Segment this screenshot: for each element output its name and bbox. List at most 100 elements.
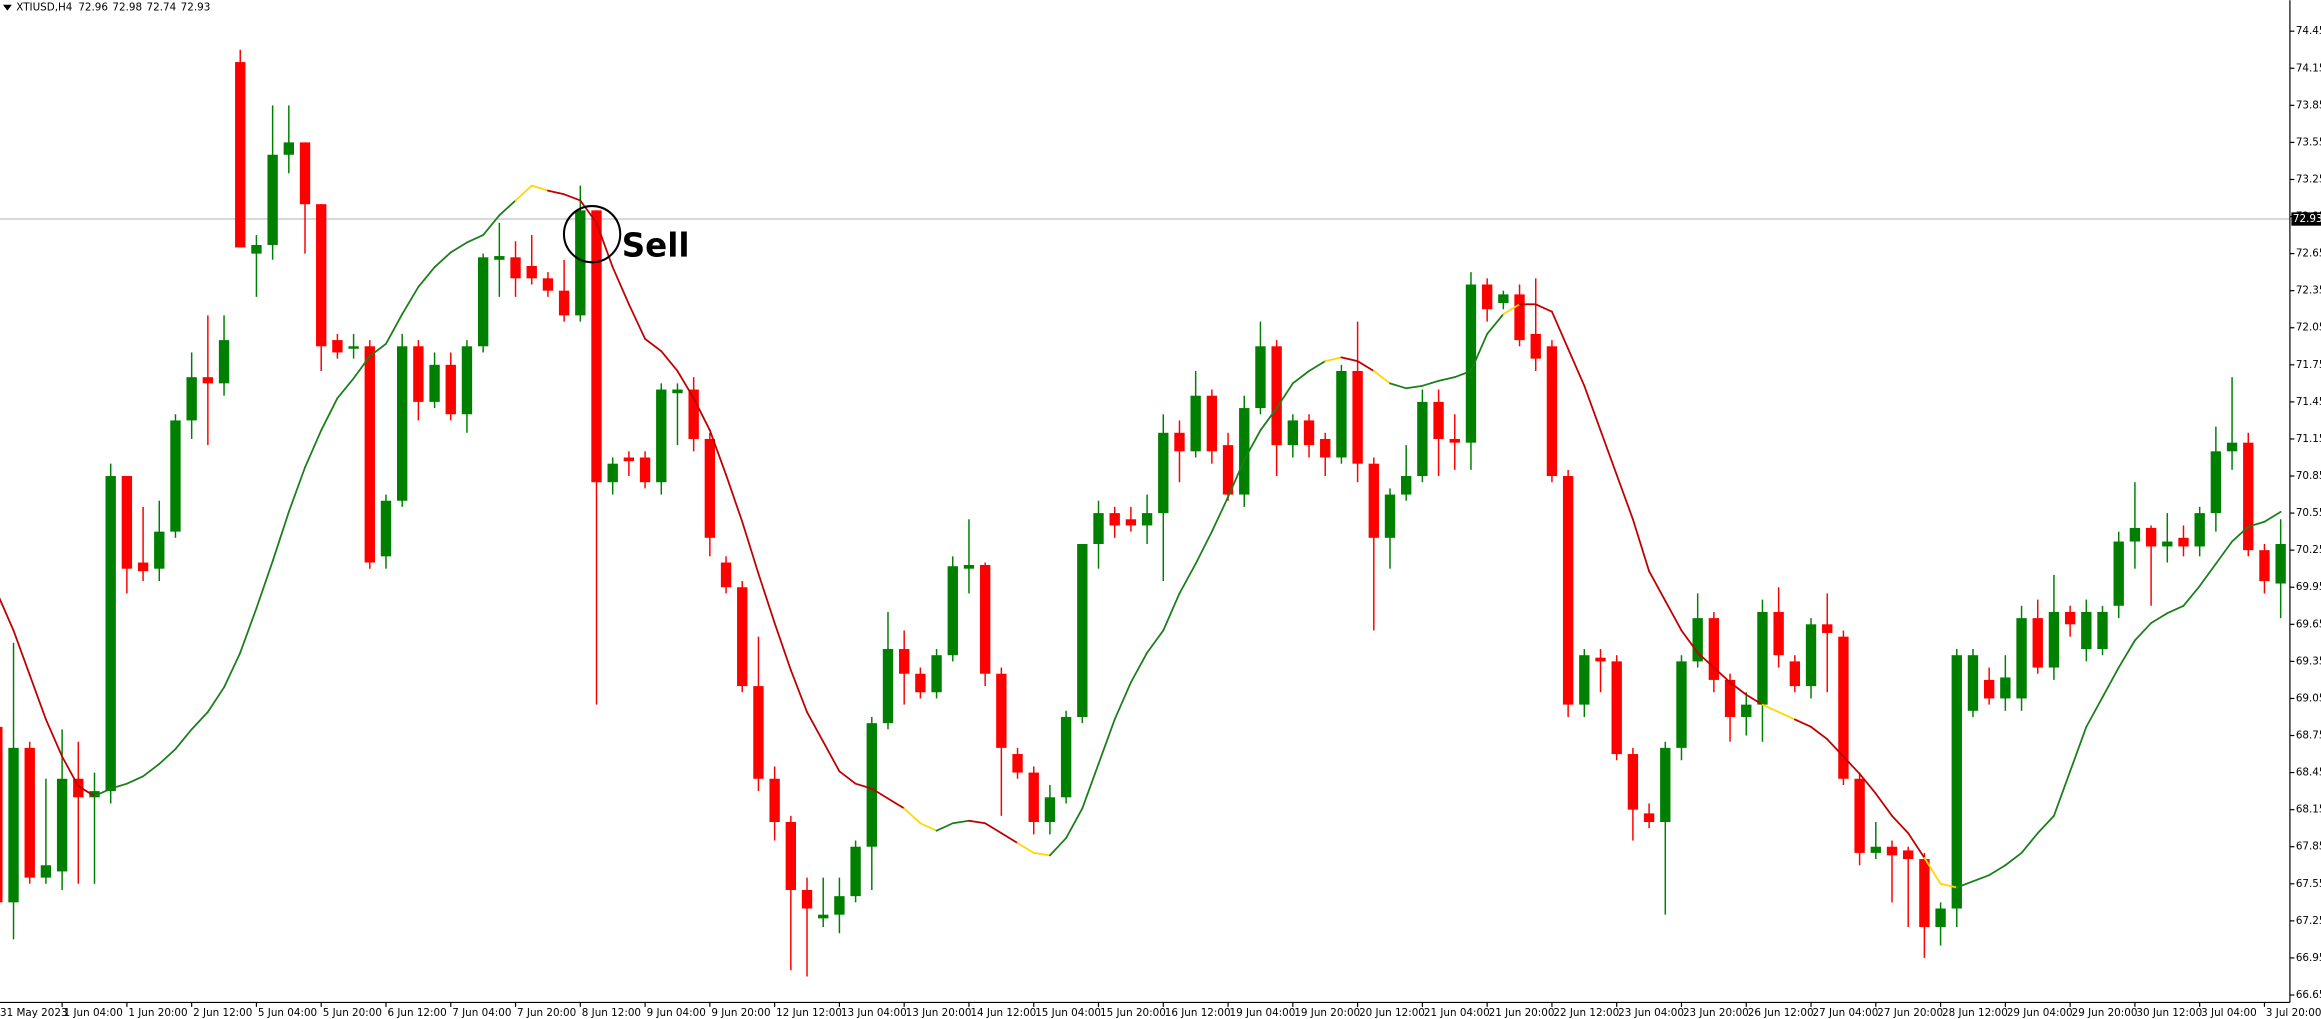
indicator-segment — [1032, 852, 1051, 857]
indicator-segment — [822, 740, 841, 773]
x-tick-label: 28 Jun 12:00 — [1942, 1007, 2008, 1019]
candle-body — [1417, 401, 1428, 477]
y-tick-label: 74.15 — [2296, 62, 2321, 74]
candle-body — [105, 476, 116, 792]
indicator-segment — [1891, 814, 1910, 835]
header-value: 72.74 — [147, 2, 177, 14]
indicator-segment — [1421, 379, 1440, 387]
candle-body — [1141, 513, 1153, 526]
candle-body — [575, 210, 586, 316]
indicator-segment — [1113, 681, 1132, 721]
candle-body — [1805, 624, 1817, 687]
candle-body — [2194, 513, 2205, 547]
plot-area — [0, 49, 2290, 977]
candle-body — [1093, 513, 1104, 544]
indicator-segment — [1210, 496, 1229, 533]
x-tick-label: 27 Jun 20:00 — [1877, 1007, 1943, 1019]
candle-body — [1012, 754, 1023, 773]
indicator-segment — [1534, 303, 1553, 313]
indicator-segment — [1486, 313, 1505, 335]
menu-triangle[interactable] — [2, 4, 12, 11]
candle-body — [2226, 442, 2238, 452]
indicator-segment — [1923, 856, 1942, 885]
x-tick-label: 1 Jun 04:00 — [64, 1007, 123, 1019]
x-tick-label: 8 Jun 12:00 — [582, 1007, 641, 1019]
candle-body — [1352, 370, 1363, 464]
candle-body — [56, 778, 68, 872]
indicator-segment — [2069, 725, 2088, 773]
indicator-segment — [1777, 711, 1796, 721]
candle-body — [542, 278, 554, 291]
indicator-segment — [2150, 612, 2169, 624]
candle-body — [267, 154, 278, 245]
candle-body — [1498, 294, 1509, 304]
x-tick-label: 20 Jun 12:00 — [1359, 1007, 1425, 1019]
candle-body — [2097, 611, 2108, 650]
indicator-segment — [1955, 880, 1974, 889]
y-tick-label: 68.45 — [2296, 767, 2321, 779]
indicator-segment — [741, 520, 760, 575]
x-tick-label: 19 Jun 20:00 — [1294, 1007, 1360, 1019]
candle-body — [235, 62, 246, 248]
indicator-segment — [644, 337, 663, 353]
candle-body — [1465, 284, 1477, 443]
indicator-segment — [708, 429, 727, 476]
candle-body — [1757, 611, 1768, 705]
x-tick-label: 9 Jun 20:00 — [711, 1007, 770, 1019]
candle-body — [785, 822, 797, 890]
candle-body — [1044, 797, 1056, 823]
candle-body — [1579, 655, 1590, 705]
indicator-segment — [1648, 570, 1667, 602]
candle-body — [834, 896, 845, 915]
x-tick-label: 5 Jun 20:00 — [323, 1007, 382, 1019]
indicator-segment — [401, 286, 420, 316]
indicator-segment — [1130, 651, 1148, 684]
candle-body — [2210, 451, 2222, 514]
candle-body — [899, 649, 910, 674]
indicator-segment — [498, 199, 517, 217]
indicator-segment — [1146, 629, 1165, 654]
y-tick-label: 72.35 — [2296, 285, 2321, 297]
candle-body — [1060, 716, 1072, 798]
candle-body — [510, 257, 521, 279]
indicator-segment — [45, 718, 63, 758]
candle-body — [1562, 476, 1574, 705]
candle-body — [979, 564, 991, 674]
indicator-segment — [789, 669, 808, 713]
indicator-segment — [628, 303, 646, 340]
indicator-segment — [1826, 738, 1845, 758]
candle-body — [413, 346, 424, 402]
candle-body — [2243, 442, 2254, 551]
x-tick-label: 29 Jun 20:00 — [2072, 1007, 2138, 1019]
y-tick-label: 73.85 — [2296, 99, 2321, 111]
candle-body — [623, 457, 635, 462]
indicator-segment — [935, 822, 954, 832]
indicator-segment — [2101, 666, 2120, 699]
candle-body — [1546, 346, 1558, 477]
indicator-segment — [1081, 763, 1100, 810]
y-tick-label: 66.95 — [2296, 952, 2321, 964]
candle-body — [332, 340, 343, 353]
indicator-segment — [1291, 370, 1310, 385]
indicator-segment — [109, 782, 128, 790]
indicator-segment — [1939, 882, 1958, 889]
y-tick-label: 73.25 — [2296, 173, 2321, 185]
candle-body — [380, 500, 392, 557]
indicator-segment — [2182, 585, 2201, 607]
y-tick-label: 67.25 — [2296, 915, 2321, 927]
indicator-segment — [1793, 718, 1812, 728]
candle-body — [1368, 463, 1379, 538]
indicator-segment — [1243, 429, 1262, 461]
indicator-segment — [1308, 360, 1327, 372]
candle-body — [1239, 408, 1250, 495]
indicator-segment — [2247, 520, 2266, 528]
indicator-segment — [1761, 703, 1780, 713]
candle-body — [753, 686, 764, 779]
candle-body — [1530, 333, 1541, 359]
indicator-segment — [2198, 562, 2217, 587]
candle-body — [24, 747, 35, 878]
indicator-segment — [2166, 604, 2185, 615]
candle-body — [89, 791, 100, 798]
candle-body — [704, 438, 716, 538]
